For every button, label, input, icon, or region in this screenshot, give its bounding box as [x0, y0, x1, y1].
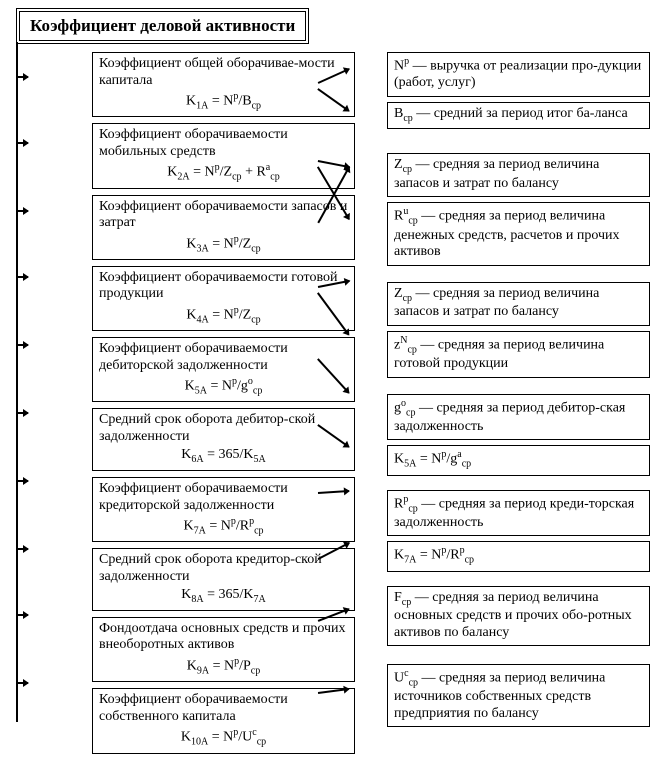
left-column: Коэффициент общей оборачивае-мости капит… [92, 52, 355, 754]
coefficient-box-9: Фондоотдача основных средств и прочих вн… [92, 617, 355, 682]
definition-box-5: Zср — средняя за период величина запасов… [387, 282, 650, 326]
coefficient-formula: K8A = 365/K7A [99, 587, 348, 606]
spine-arrow [16, 682, 28, 684]
definition-box-11: Fср — средняя за период величина основны… [387, 586, 650, 647]
coefficient-box-4: Коэффициент оборачиваемости готовой прод… [92, 266, 355, 331]
spine-arrow [16, 276, 28, 278]
coefficient-formula: K6A = 365/K5A [99, 447, 348, 466]
definition-text: goср — средняя за период дебитор-ская за… [394, 398, 643, 436]
coefficient-formula: K5A = Np/goср [99, 376, 348, 397]
spine-arrow [16, 76, 28, 78]
definition-box-7: goср — средняя за период дебитор-ская за… [387, 394, 650, 441]
definition-text: Rpср — средняя за период креди-торская з… [394, 494, 643, 532]
coefficient-label: Средний срок оборота дебитор-ской задолж… [99, 412, 348, 445]
coefficient-label: Коэффициент оборачиваемости готовой прод… [99, 270, 348, 303]
coefficient-label: Фондоотдача основных средств и прочих вн… [99, 621, 348, 654]
coefficient-formula: K1A = Np/Bср [99, 91, 348, 112]
coefficient-formula: K4A = Np/Zср [99, 305, 348, 326]
definition-text: K5A = Np/gaср [394, 449, 643, 470]
definition-text: Ucср — средняя за период величина источн… [394, 668, 643, 722]
spine-arrow [16, 548, 28, 550]
spine-arrow [16, 142, 28, 144]
coefficient-box-8: Средний срок оборота кредитор-ской задол… [92, 548, 355, 611]
coefficient-label: Коэффициент оборачиваемости кредиторской… [99, 481, 348, 514]
definition-box-4: Ruср — средняя за период величина денежн… [387, 202, 650, 265]
definition-text: Zср — средняя за период величина запасов… [394, 286, 643, 321]
coefficient-formula: K10A = Np/Ucср [99, 727, 348, 748]
diagram-area: Коэффициент общей оборачивае-мости капит… [10, 52, 650, 754]
spine-arrow [16, 344, 28, 346]
coefficient-formula: K9A = Np/Pср [99, 656, 348, 677]
coefficient-box-1: Коэффициент общей оборачивае-мости капит… [92, 52, 355, 117]
coefficient-box-5: Коэффициент оборачиваемости дебиторской … [92, 337, 355, 402]
coefficient-label: Коэффициент общей оборачивае-мости капит… [99, 56, 348, 89]
coefficient-label: Коэффициент оборачиваемости запасов и за… [99, 199, 348, 232]
definition-text: Fср — средняя за период величина основны… [394, 590, 643, 642]
coefficient-formula: K7A = Np/Rpср [99, 516, 348, 537]
coefficient-label: Коэффициент оборачиваемости мобильных ср… [99, 127, 348, 160]
coefficient-box-3: Коэффициент оборачиваемости запасов и за… [92, 195, 355, 260]
spine-line [16, 42, 18, 722]
coefficient-label: Коэффициент оборачиваемости собственного… [99, 692, 348, 725]
right-column: Np — выручка от реализации про-дукции (р… [387, 52, 650, 754]
definition-box-10: K7A = Np/Rpср [387, 541, 650, 571]
definition-box-12: Ucср — средняя за период величина источн… [387, 664, 650, 727]
coefficient-box-7: Коэффициент оборачиваемости кредиторской… [92, 477, 355, 542]
definition-box-1: Np — выручка от реализации про-дукции (р… [387, 52, 650, 97]
spine-arrow [16, 412, 28, 414]
coefficient-box-10: Коэффициент оборачиваемости собственного… [92, 688, 355, 753]
definition-text: Bср — средний за период итог ба-ланса [394, 106, 643, 125]
coefficient-formula: K2A = Np/Zср + Raср [99, 162, 348, 183]
definition-text: Ruср — средняя за период величина денежн… [394, 206, 643, 260]
definition-text: Zср — средняя за период величина запасов… [394, 157, 643, 192]
definition-box-2: Bср — средний за период итог ба-ланса [387, 102, 650, 130]
coefficient-box-2: Коэффициент оборачиваемости мобильных ср… [92, 123, 355, 188]
definition-box-8: K5A = Np/gaср [387, 445, 650, 475]
coefficient-formula: K3A = Np/Zср [99, 234, 348, 255]
coefficient-label: Средний срок оборота кредитор-ской задол… [99, 552, 348, 585]
definition-box-6: zNср — средняя за период величина готово… [387, 331, 650, 378]
definition-text: zNср — средняя за период величина готово… [394, 335, 643, 373]
spine-arrow [16, 480, 28, 482]
definition-box-9: Rpср — средняя за период креди-торская з… [387, 490, 650, 537]
definition-text: K7A = Np/Rpср [394, 545, 643, 566]
definition-box-3: Zср — средняя за период величина запасов… [387, 153, 650, 197]
definition-text: Np — выручка от реализации про-дукции (р… [394, 56, 643, 92]
page-title: Коэффициент деловой активности [16, 8, 309, 44]
spine-arrow [16, 210, 28, 212]
coefficient-label: Коэффициент оборачиваемости дебиторской … [99, 341, 348, 374]
spine-arrow [16, 614, 28, 616]
coefficient-box-6: Средний срок оборота дебитор-ской задолж… [92, 408, 355, 471]
